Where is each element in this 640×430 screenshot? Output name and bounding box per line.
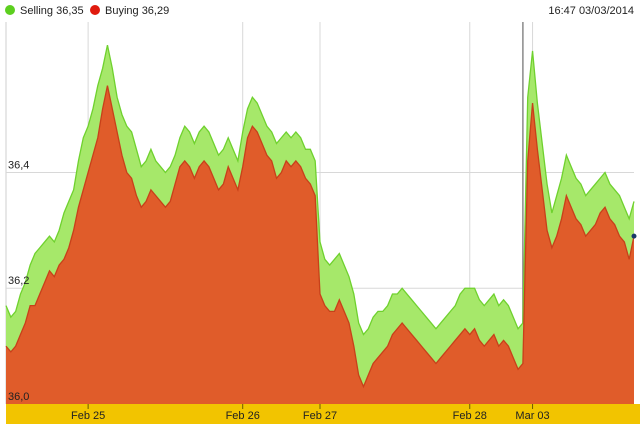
series-line-selling: [5, 45, 635, 336]
y-tick-label: 36,0: [8, 391, 29, 403]
x-axis-band: [6, 404, 640, 424]
y-tick-label: 36,2: [8, 275, 29, 287]
x-tick-label: Feb 25: [71, 410, 105, 422]
series-line-buying: [5, 85, 635, 389]
x-axis: Feb 25 Feb 26 Feb 27 Feb 28 Mar 03: [71, 404, 550, 422]
legend-label-selling: Selling 36,35: [20, 5, 84, 17]
timestamp: 16:47 03/03/2014: [548, 5, 634, 17]
x-tick-label: Feb 28: [453, 410, 487, 422]
series-area-buying: [6, 85, 634, 405]
y-tick-label: 36,4: [8, 159, 29, 171]
legend-label-buying: Buying 36,29: [105, 5, 169, 17]
series-end-point: [631, 233, 637, 239]
x-tick-label: Mar 03: [515, 410, 549, 422]
x-tick-label: Feb 26: [226, 410, 260, 422]
y-axis: 36,0 36,2 36,4: [8, 159, 29, 403]
legend-item-buying[interactable]: Buying 36,29: [90, 5, 169, 17]
legend-dot-selling: [5, 5, 15, 15]
legend-item-selling[interactable]: Selling 36,35: [5, 5, 84, 17]
legend: Selling 36,35 Buying 36,29: [5, 5, 169, 17]
x-tick-label: Feb 27: [303, 410, 337, 422]
legend-dot-buying: [90, 5, 100, 15]
